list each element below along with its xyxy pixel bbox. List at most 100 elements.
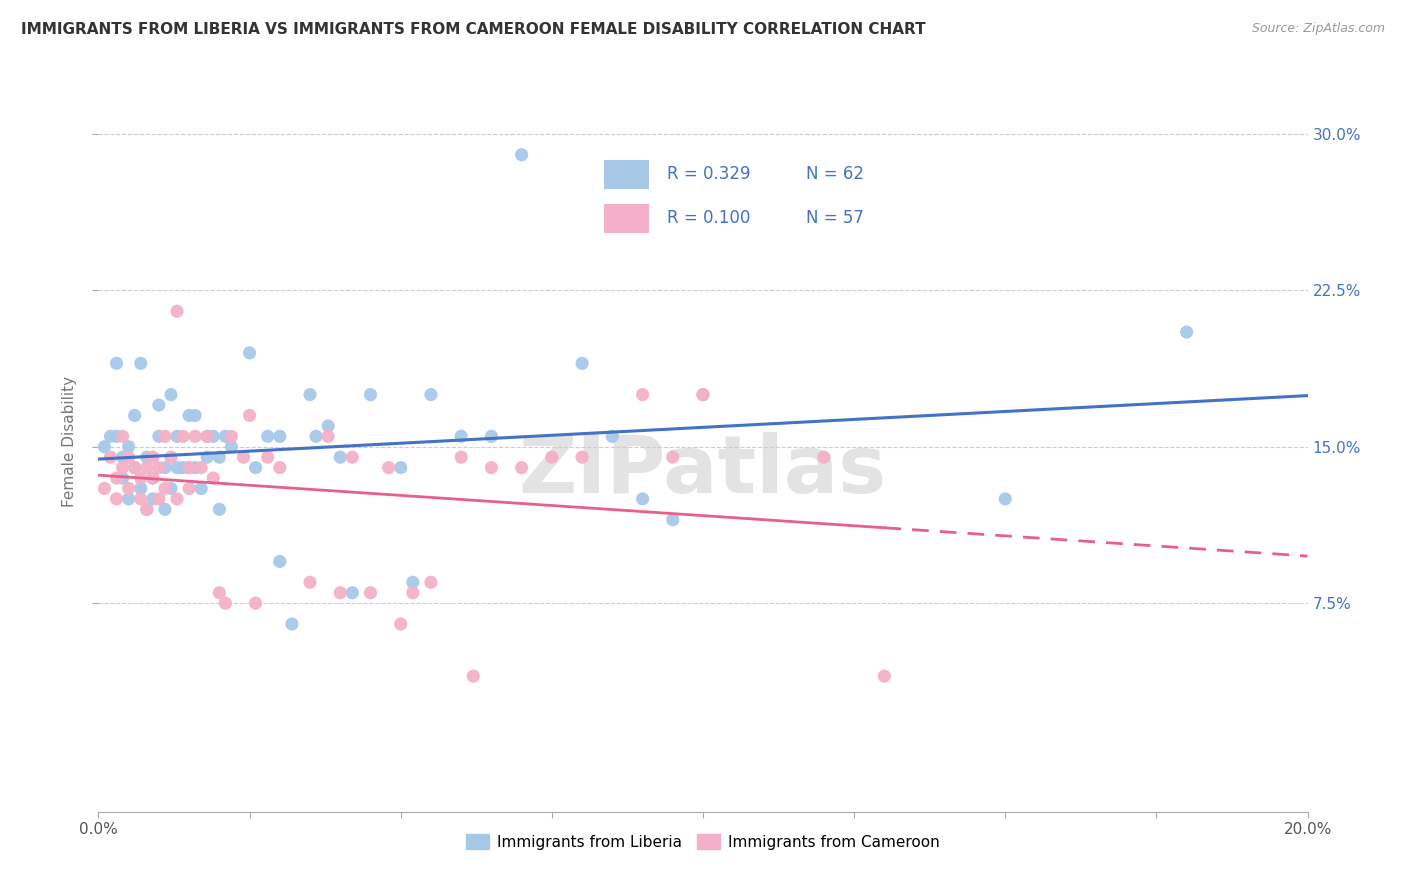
Point (389, 617, 412, 632)
Point (631, 387, 654, 401)
FancyBboxPatch shape (603, 160, 650, 188)
Point (148, 429, 170, 443)
Point (118, 491, 141, 506)
Point (239, 409, 262, 423)
Point (93, 440, 115, 454)
Point (316, 429, 339, 443)
Point (402, 586, 425, 600)
Point (214, 429, 236, 443)
Point (111, 471, 134, 485)
Point (329, 586, 352, 600)
Point (148, 491, 170, 506)
Text: N = 62: N = 62 (806, 165, 865, 183)
Point (124, 409, 146, 423)
Point (118, 440, 141, 454)
Point (118, 450, 141, 465)
Point (135, 450, 157, 465)
Point (129, 491, 152, 506)
Point (420, 575, 443, 590)
Point (232, 450, 254, 465)
Point (195, 429, 218, 443)
Point (661, 513, 683, 527)
Point (105, 471, 128, 485)
Point (208, 502, 231, 516)
Point (450, 450, 472, 465)
Point (571, 356, 593, 370)
Point (450, 429, 472, 443)
Point (208, 450, 231, 465)
Point (105, 356, 128, 370)
Point (105, 429, 128, 443)
Point (269, 429, 291, 443)
Point (269, 460, 291, 475)
Text: Source: ZipAtlas.com: Source: ZipAtlas.com (1251, 22, 1385, 36)
Point (221, 429, 243, 443)
Point (142, 471, 165, 485)
Point (631, 491, 654, 506)
Point (100, 450, 122, 465)
Point (813, 450, 835, 465)
Point (142, 491, 165, 506)
Point (153, 460, 176, 475)
Point (389, 460, 412, 475)
Point (166, 460, 188, 475)
Point (692, 387, 714, 401)
Point (195, 429, 218, 443)
Point (360, 387, 382, 401)
Point (342, 450, 364, 465)
Point (179, 409, 201, 423)
Point (420, 387, 443, 401)
Point (661, 450, 683, 465)
Point (153, 482, 176, 496)
Point (195, 450, 218, 465)
Point (463, 669, 485, 683)
Point (172, 460, 194, 475)
Point (481, 429, 503, 443)
Text: R = 0.329: R = 0.329 (666, 165, 749, 183)
Point (873, 669, 896, 683)
Point (111, 429, 134, 443)
Point (342, 586, 364, 600)
Point (221, 440, 243, 454)
Point (316, 418, 339, 433)
Point (329, 450, 352, 465)
Legend: Immigrants from Liberia, Immigrants from Cameroon: Immigrants from Liberia, Immigrants from… (460, 828, 946, 856)
Point (360, 586, 382, 600)
Point (160, 387, 183, 401)
Point (299, 387, 322, 401)
Text: R = 0.100: R = 0.100 (666, 210, 749, 227)
Point (184, 429, 207, 443)
Point (510, 460, 533, 475)
Point (239, 346, 262, 360)
Point (184, 409, 207, 423)
Point (1175, 325, 1198, 339)
Point (179, 482, 201, 496)
Point (281, 617, 304, 632)
Point (510, 148, 533, 162)
Point (93, 482, 115, 496)
Point (299, 575, 322, 590)
Point (172, 429, 194, 443)
Point (148, 398, 170, 412)
Point (111, 450, 134, 465)
Point (305, 429, 328, 443)
Point (166, 429, 188, 443)
Text: IMMIGRANTS FROM LIBERIA VS IMMIGRANTS FROM CAMEROON FEMALE DISABILITY CORRELATIO: IMMIGRANTS FROM LIBERIA VS IMMIGRANTS FR… (21, 22, 925, 37)
Point (256, 450, 278, 465)
FancyBboxPatch shape (603, 204, 650, 233)
Y-axis label: Female Disability: Female Disability (62, 376, 77, 508)
Point (135, 460, 157, 475)
Point (142, 450, 165, 465)
Text: ZIPatlas: ZIPatlas (519, 432, 887, 510)
Point (481, 460, 503, 475)
Point (135, 502, 157, 516)
Point (190, 460, 212, 475)
Point (202, 471, 225, 485)
Point (214, 596, 236, 610)
Point (245, 596, 267, 610)
Point (129, 482, 152, 496)
Point (184, 460, 207, 475)
Point (153, 429, 176, 443)
Point (269, 554, 291, 568)
Point (994, 491, 1017, 506)
